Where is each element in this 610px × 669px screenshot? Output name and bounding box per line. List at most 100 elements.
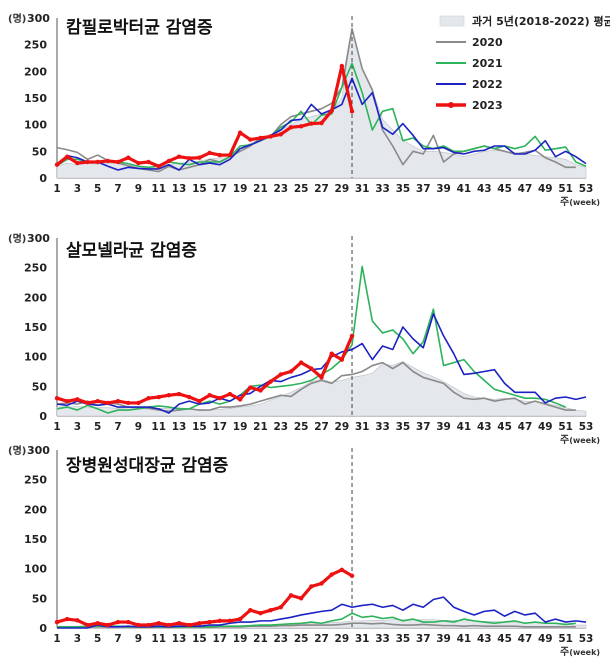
x-tick-label: 23: [273, 421, 288, 433]
x-tick-label: 35: [396, 183, 411, 195]
x-tick-label: 9: [135, 633, 142, 645]
x-tick-label: 1: [53, 183, 60, 195]
point-2023-week-11: [156, 621, 161, 626]
point-2023-week-16: [207, 619, 212, 625]
x-tick-label: 31: [355, 421, 370, 433]
x-tick-label: 47: [518, 421, 533, 433]
point-2023-week-14: [187, 156, 192, 161]
point-2023-week-16: [207, 393, 212, 398]
point-2023-week-5: [95, 159, 100, 165]
y-tick-label: 300: [27, 232, 50, 245]
x-tick-label: 15: [192, 633, 207, 645]
x-tick-label: 23: [273, 183, 288, 195]
y-tick-label: 150: [24, 321, 47, 334]
point-2023-week-26: [309, 366, 314, 371]
point-2023-week-12: [166, 622, 172, 628]
x-tick-label: 37: [416, 421, 431, 433]
x-tick-label: 39: [436, 183, 451, 195]
x-tick-label: 21: [253, 633, 268, 645]
x-tick-label: 5: [94, 183, 101, 195]
point-2023-week-22: [268, 608, 273, 613]
y-tick-label: 250: [24, 262, 47, 275]
x-tick-label: 33: [375, 421, 390, 433]
point-2023-week-13: [176, 154, 182, 159]
x-tick-label: 41: [457, 183, 472, 195]
y-tick-label: 150: [24, 92, 47, 105]
x-tick-label: 43: [477, 183, 492, 195]
x-tick-label: 25: [294, 183, 309, 195]
point-2023-week-17: [217, 396, 222, 401]
series-line-2021: [56, 62, 587, 169]
point-2023-week-7: [115, 619, 121, 625]
series-line-2022: [56, 77, 587, 171]
point-2023-week-2: [64, 616, 70, 622]
y-tick-label: 300: [27, 12, 50, 25]
x-tick-label: 1: [53, 421, 60, 433]
x-axis-unit: 주(week): [560, 434, 600, 446]
point-2023-week-15: [197, 398, 202, 404]
legend: 과거 5년(2018-2022) 평균 2020 2021 2022 2023: [436, 14, 610, 112]
x-tick-label: 19: [233, 633, 248, 645]
legend-label-2020: 2020: [472, 36, 503, 49]
x-tick-label: 51: [558, 633, 573, 645]
point-2023-week-23: [278, 132, 284, 137]
chart-title: 장병원성대장균 감염증: [66, 456, 229, 476]
x-tick-label: 31: [355, 183, 370, 195]
x-tick-label: 15: [192, 421, 207, 433]
y-tick-label: 100: [24, 351, 47, 364]
x-tick-label: 51: [558, 421, 573, 433]
point-2023-week-16: [207, 150, 212, 156]
y-axis-unit: (명): [8, 444, 26, 457]
point-2023-week-25: [298, 124, 304, 129]
x-tick-label: 37: [416, 633, 431, 645]
y-tick-label: 200: [24, 65, 47, 78]
x-axis-unit: 주(week): [560, 646, 600, 658]
x-tick-label: 49: [538, 633, 553, 645]
y-tick-label: 200: [24, 291, 47, 304]
y-tick-label: 150: [24, 533, 47, 546]
x-tick-label: 3: [74, 421, 81, 433]
x-tick-label: 7: [114, 421, 121, 433]
point-2023-week-23: [278, 372, 284, 377]
point-2023-week-15: [197, 155, 202, 160]
x-tick-label: 5: [94, 421, 101, 433]
point-2023-week-6: [105, 622, 111, 628]
point-2023-week-14: [187, 394, 192, 400]
point-2023-week-24: [288, 369, 294, 374]
point-2023-week-25: [298, 360, 304, 365]
point-2023-week-29: [339, 567, 345, 573]
point-2023-week-28: [329, 572, 334, 577]
point-2023-week-25: [298, 596, 304, 601]
x-tick-label: 49: [538, 183, 553, 195]
x-tick-label: 19: [233, 421, 248, 433]
point-2023-week-9: [136, 622, 141, 628]
point-2023-week-5: [95, 621, 100, 626]
x-tick-label: 3: [74, 183, 81, 195]
x-tick-label: 29: [335, 183, 350, 195]
point-2023-week-17: [217, 152, 222, 158]
point-2023-week-10: [146, 396, 151, 401]
point-2023-week-21: [258, 610, 263, 616]
point-2023-week-2: [64, 398, 70, 404]
point-2023-week-11: [156, 164, 161, 169]
x-tick-label: 25: [294, 633, 309, 645]
x-tick-label: 21: [253, 183, 268, 195]
x-tick-label: 9: [135, 421, 142, 433]
x-tick-label: 49: [538, 421, 553, 433]
chart-title: 살모넬라균 감염증: [66, 241, 197, 261]
point-2023-week-20: [248, 608, 253, 613]
point-2023-week-28: [329, 108, 334, 114]
x-tick-label: 39: [436, 421, 451, 433]
x-tick-label: 53: [579, 633, 594, 645]
point-2023-week-7: [115, 398, 121, 404]
x-tick-label: 11: [151, 421, 166, 433]
point-2023-week-3: [75, 397, 80, 402]
x-tick-label: 27: [314, 633, 329, 645]
point-2023-week-17: [217, 618, 222, 624]
x-tick-label: 23: [273, 633, 288, 645]
y-tick-label: 0: [39, 622, 47, 635]
point-2023-week-3: [75, 618, 80, 623]
